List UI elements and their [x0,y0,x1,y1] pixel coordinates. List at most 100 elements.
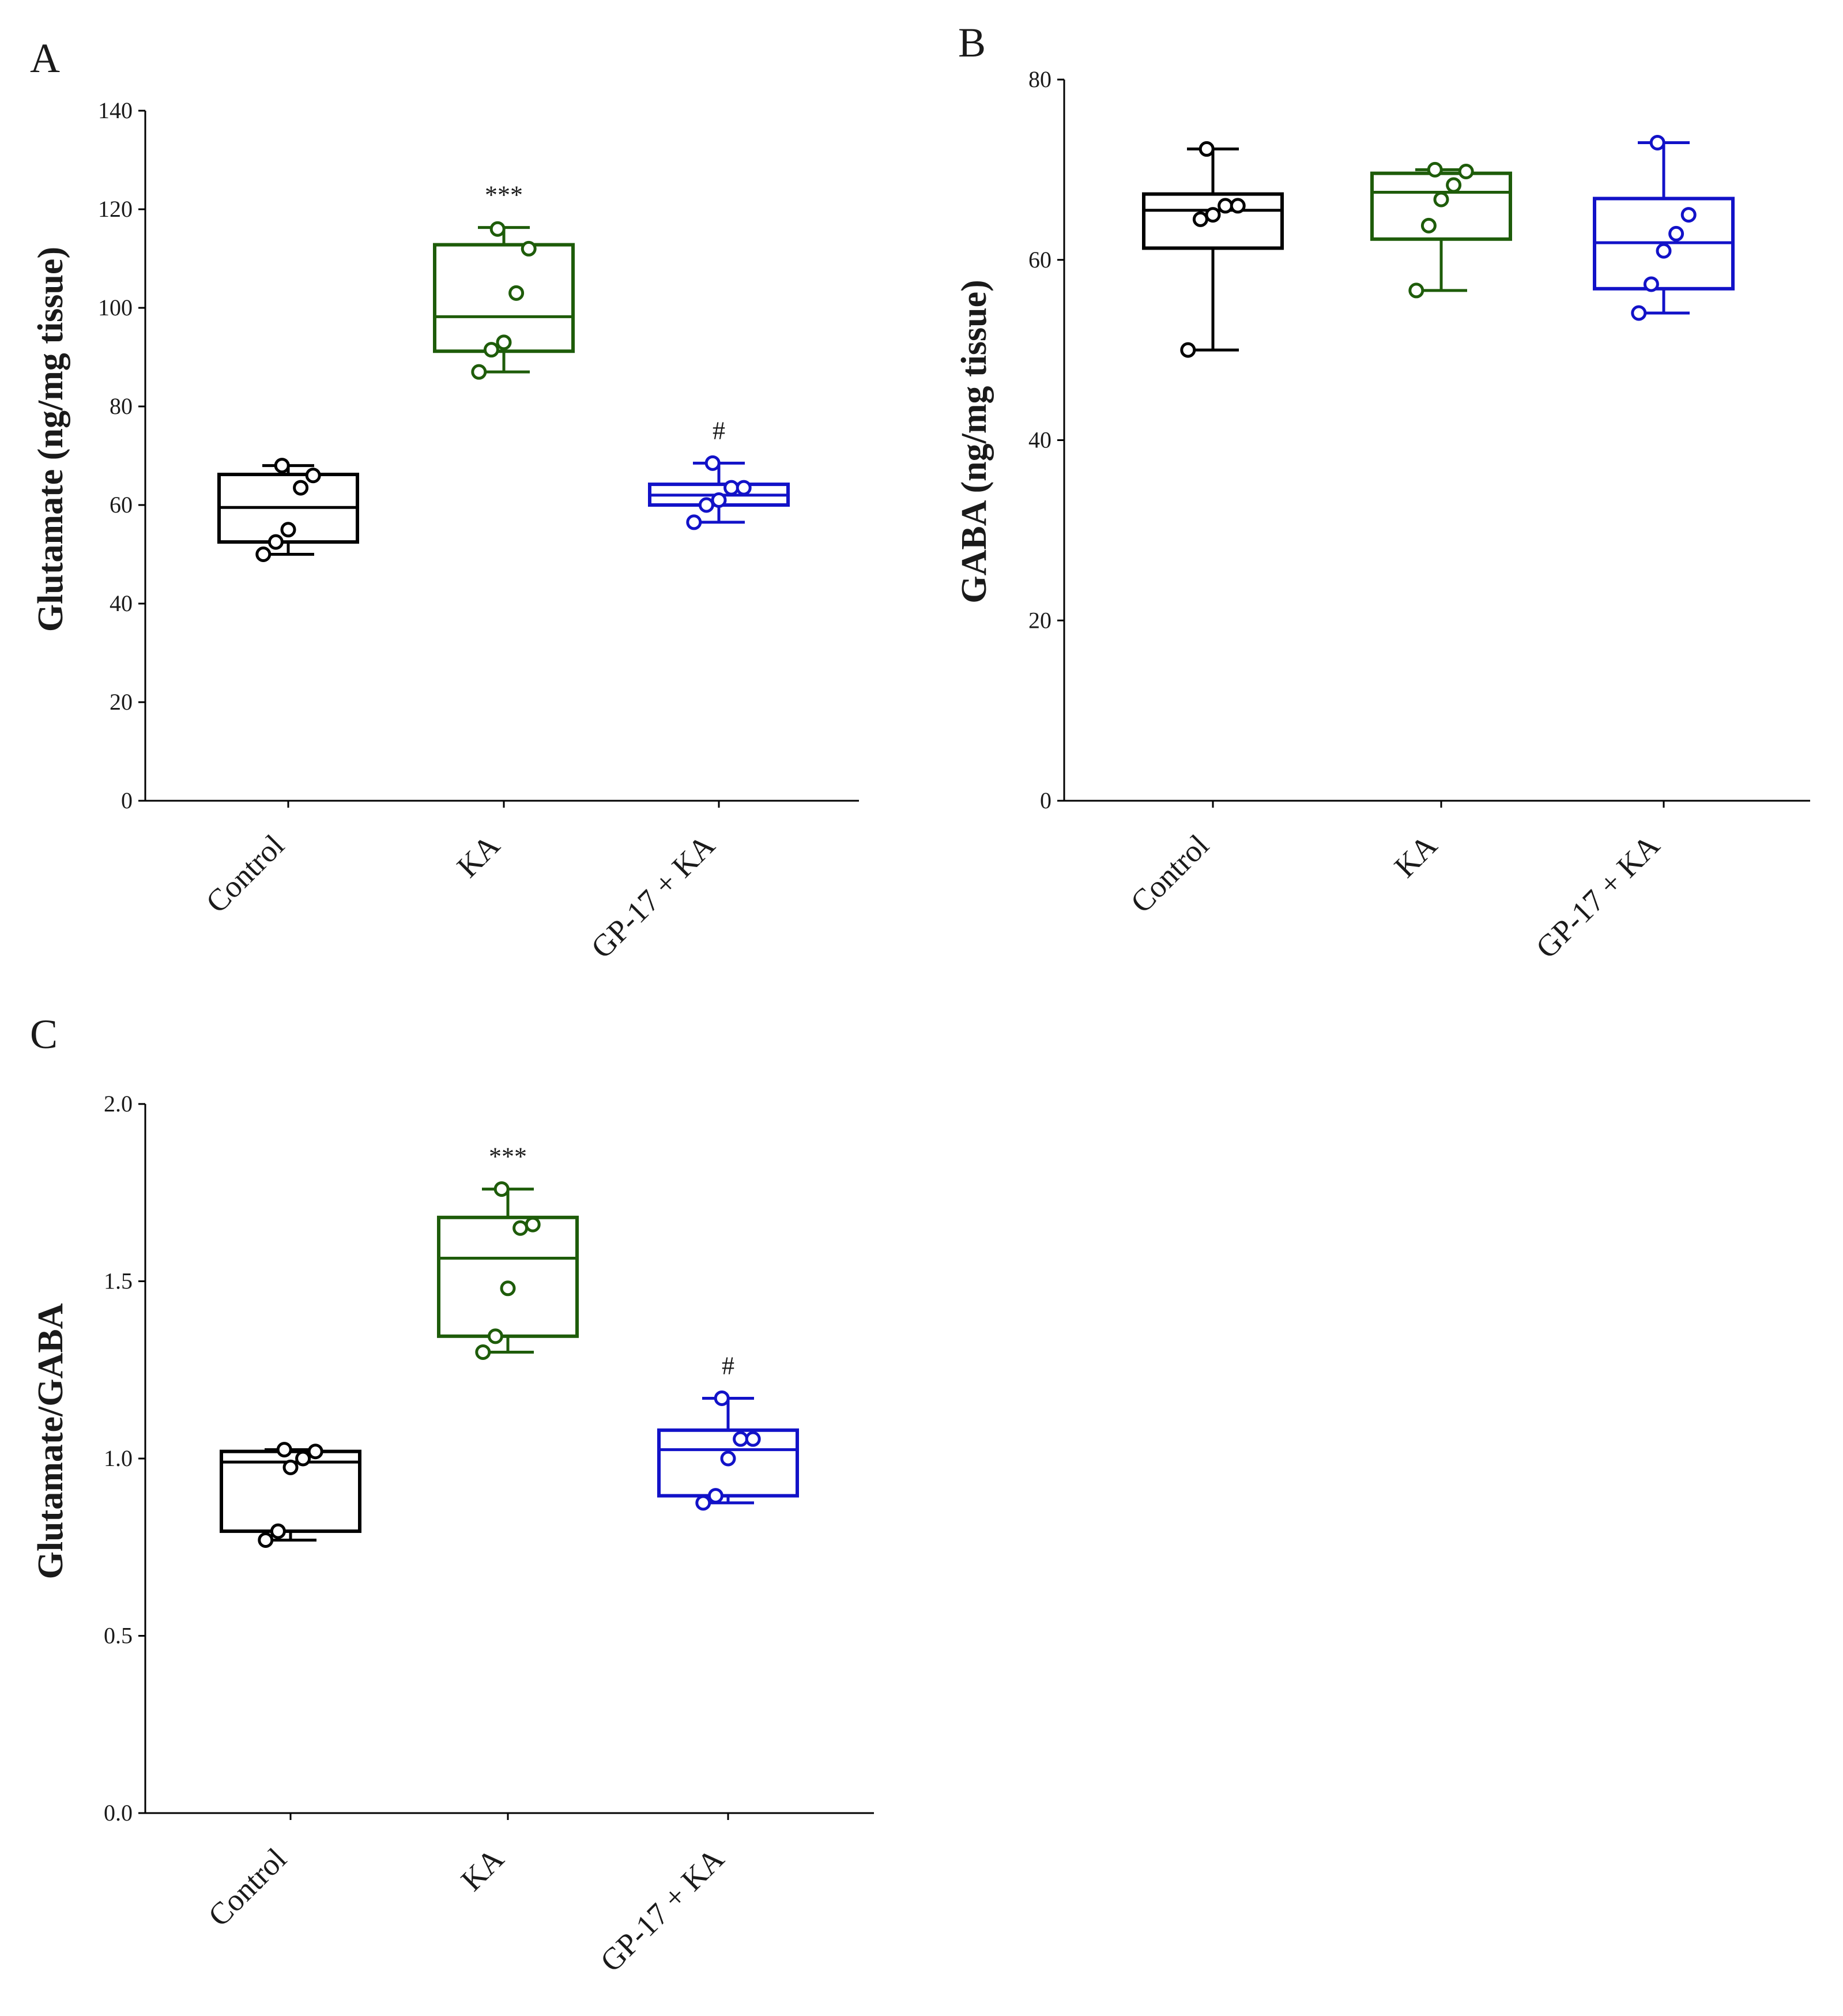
data-point [714,1390,730,1406]
data-point [293,480,309,496]
x-tick-label: KA [450,828,507,884]
y-tick-label: 60 [1028,247,1051,273]
y-tick-label: 120 [98,196,133,222]
data-point [686,514,702,530]
data-point [1192,211,1208,227]
x-tick-label: Control [1124,828,1215,920]
data-point [276,1442,292,1458]
panel-b: B GABA (ng/mg tissue) 0 20 40 60 80 Control KA… [955,20,1810,965]
data-point [305,468,321,484]
data-point [1205,207,1221,223]
data-point [1180,342,1196,358]
data-point [295,1450,311,1467]
data-point [1458,164,1474,180]
y-tick-label: 40 [1028,427,1051,453]
data-point [1230,198,1246,214]
data-point [704,455,721,471]
y-tick-label: 40 [110,590,133,616]
panel-b-letter: B [958,20,986,66]
significance-label: # [722,1351,734,1380]
data-point [1427,161,1443,178]
data-point [521,240,537,257]
data-point [280,522,296,538]
data-point [1649,134,1665,150]
data-point [471,364,487,380]
data-point [1631,305,1647,321]
x-tick-label: GP-17 + KA [1529,828,1667,965]
significance-label: *** [485,181,523,209]
panel-c-plot: 0.0 0.5 1.0 1.5 2.0 Control KA GP-17 + KA *** # [104,1091,874,1979]
data-point [483,342,499,358]
y-tick-label: 1.5 [104,1268,133,1294]
y-tick-label: 100 [98,295,133,321]
data-point [1656,243,1672,259]
data-point [525,1216,541,1233]
data-point [1680,207,1697,223]
data-point [733,1431,749,1447]
data-point [508,285,525,301]
data-point [267,534,284,550]
y-tick-label: 2.0 [104,1091,133,1117]
y-tick-label: 80 [110,393,133,419]
significance-label: # [713,416,725,444]
panel-a-letter: A [30,35,60,81]
y-tick-label: 0.0 [104,1800,133,1826]
y-tick-label: 20 [110,689,133,715]
data-point [1198,141,1215,157]
data-point [1408,282,1424,299]
data-point [255,547,272,562]
box-iqr [433,243,575,353]
box-iqr [1142,192,1284,250]
x-tick-label: Control [201,1841,293,1933]
panel-a-plot: 0 20 40 60 80 100 120 140 Control KA GP-17 + KA ***… [98,97,859,965]
panel-c: C Glutamate/GABA 0.0 0.5 1.0 1.5 2.0 Control K… [30,1011,874,1979]
y-tick-label: 1.0 [104,1445,133,1471]
data-point [258,1532,274,1548]
x-tick-label: KA [454,1841,511,1898]
data-point [496,334,512,351]
x-tick-label: Control [199,828,291,920]
y-tick-label: 0 [1040,787,1051,813]
data-point [1668,225,1684,242]
box-iqr [437,1215,579,1338]
data-point [487,1328,503,1344]
panel-a-y-axis-title: Glutamate (ng/mg tissue) [31,247,70,632]
panel-a: A Glutamate (ng/mg tissue) 0 20 40 60 80 100 1… [30,35,859,965]
data-point [707,1488,723,1504]
box-iqr [657,1428,799,1498]
data-point [723,480,740,496]
data-point [1433,191,1449,208]
data-point [1643,276,1659,292]
data-point [1218,198,1234,214]
data-point [307,1444,323,1460]
y-tick-label: 0.5 [104,1623,133,1649]
panel-b-y-axis-title: GABA (ng/mg tissue) [955,280,994,603]
data-point [736,480,752,496]
data-point [512,1220,529,1236]
panel-c-letter: C [30,1011,58,1057]
data-point [698,497,714,513]
panel-c-y-axis-title: Glutamate/GABA [31,1303,70,1579]
significance-label: *** [489,1143,527,1171]
data-point [711,492,727,508]
data-point [500,1280,516,1297]
x-tick-label: GP-17 + KA [594,1841,731,1979]
data-point [493,1181,510,1197]
y-tick-label: 60 [110,492,133,518]
y-tick-label: 140 [98,97,133,123]
x-tick-label: GP-17 + KA [585,828,722,965]
data-point [1420,217,1437,233]
data-point [745,1431,761,1447]
data-point [489,221,506,237]
data-point [695,1495,711,1511]
data-point [1446,177,1462,193]
data-point [270,1523,286,1539]
data-point [274,458,290,474]
data-point [720,1450,736,1467]
y-tick-label: 0 [121,787,133,813]
y-tick-label: 80 [1028,66,1051,92]
x-tick-label: KA [1388,828,1444,884]
y-tick-label: 20 [1028,607,1051,633]
data-point [475,1344,491,1360]
